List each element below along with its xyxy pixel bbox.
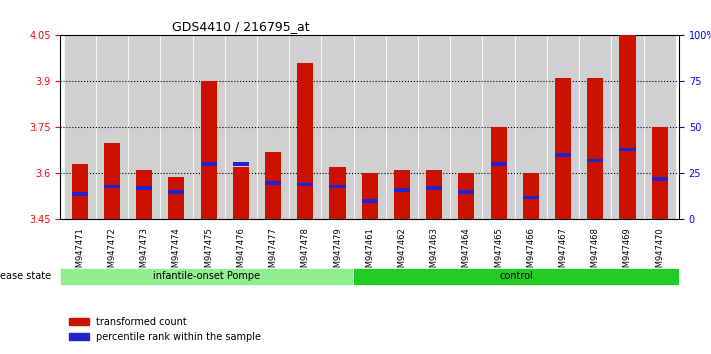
Bar xyxy=(459,190,474,194)
Bar xyxy=(169,177,184,219)
Bar xyxy=(201,162,217,166)
Bar xyxy=(587,78,604,219)
Bar xyxy=(491,127,507,219)
Bar xyxy=(297,63,314,219)
Bar xyxy=(426,170,442,219)
Bar xyxy=(555,153,571,157)
Bar xyxy=(619,148,636,152)
FancyBboxPatch shape xyxy=(643,35,675,219)
Bar xyxy=(201,81,217,219)
Bar xyxy=(651,177,668,181)
Bar xyxy=(265,152,281,219)
Bar xyxy=(394,170,410,219)
FancyBboxPatch shape xyxy=(547,35,579,219)
FancyBboxPatch shape xyxy=(321,35,353,219)
Bar xyxy=(72,164,88,219)
Bar xyxy=(136,186,152,190)
Bar xyxy=(232,162,249,166)
FancyBboxPatch shape xyxy=(418,35,450,219)
Bar xyxy=(523,173,539,219)
Bar xyxy=(523,195,539,199)
FancyBboxPatch shape xyxy=(611,35,643,219)
Bar xyxy=(297,183,314,186)
FancyBboxPatch shape xyxy=(160,35,193,219)
Text: control: control xyxy=(499,271,533,281)
FancyBboxPatch shape xyxy=(128,35,160,219)
FancyBboxPatch shape xyxy=(450,35,483,219)
FancyBboxPatch shape xyxy=(96,35,128,219)
Bar xyxy=(651,127,668,219)
Text: infantile-onset Pompe: infantile-onset Pompe xyxy=(154,271,260,281)
FancyBboxPatch shape xyxy=(386,35,418,219)
Bar xyxy=(265,181,281,184)
FancyBboxPatch shape xyxy=(193,35,225,219)
Bar xyxy=(72,192,88,195)
Bar xyxy=(555,78,571,219)
Bar xyxy=(459,173,474,219)
Bar xyxy=(329,167,346,219)
Bar xyxy=(104,184,120,188)
Legend: transformed count, percentile rank within the sample: transformed count, percentile rank withi… xyxy=(65,313,265,346)
Bar xyxy=(329,184,346,188)
FancyBboxPatch shape xyxy=(353,35,386,219)
Bar xyxy=(136,170,152,219)
Bar xyxy=(353,268,679,285)
FancyBboxPatch shape xyxy=(225,35,257,219)
Bar xyxy=(169,190,184,194)
FancyBboxPatch shape xyxy=(289,35,321,219)
Bar xyxy=(232,167,249,219)
Bar xyxy=(426,186,442,190)
Bar xyxy=(491,162,507,166)
Bar xyxy=(587,159,604,162)
Bar xyxy=(60,268,353,285)
Text: GDS4410 / 216795_at: GDS4410 / 216795_at xyxy=(172,20,309,33)
FancyBboxPatch shape xyxy=(515,35,547,219)
FancyBboxPatch shape xyxy=(579,35,611,219)
FancyBboxPatch shape xyxy=(64,35,96,219)
Bar xyxy=(362,199,378,203)
Bar xyxy=(362,173,378,219)
FancyBboxPatch shape xyxy=(483,35,515,219)
Text: disease state: disease state xyxy=(0,271,50,281)
FancyBboxPatch shape xyxy=(257,35,289,219)
Bar xyxy=(394,188,410,192)
Bar xyxy=(104,143,120,219)
Bar xyxy=(619,35,636,219)
